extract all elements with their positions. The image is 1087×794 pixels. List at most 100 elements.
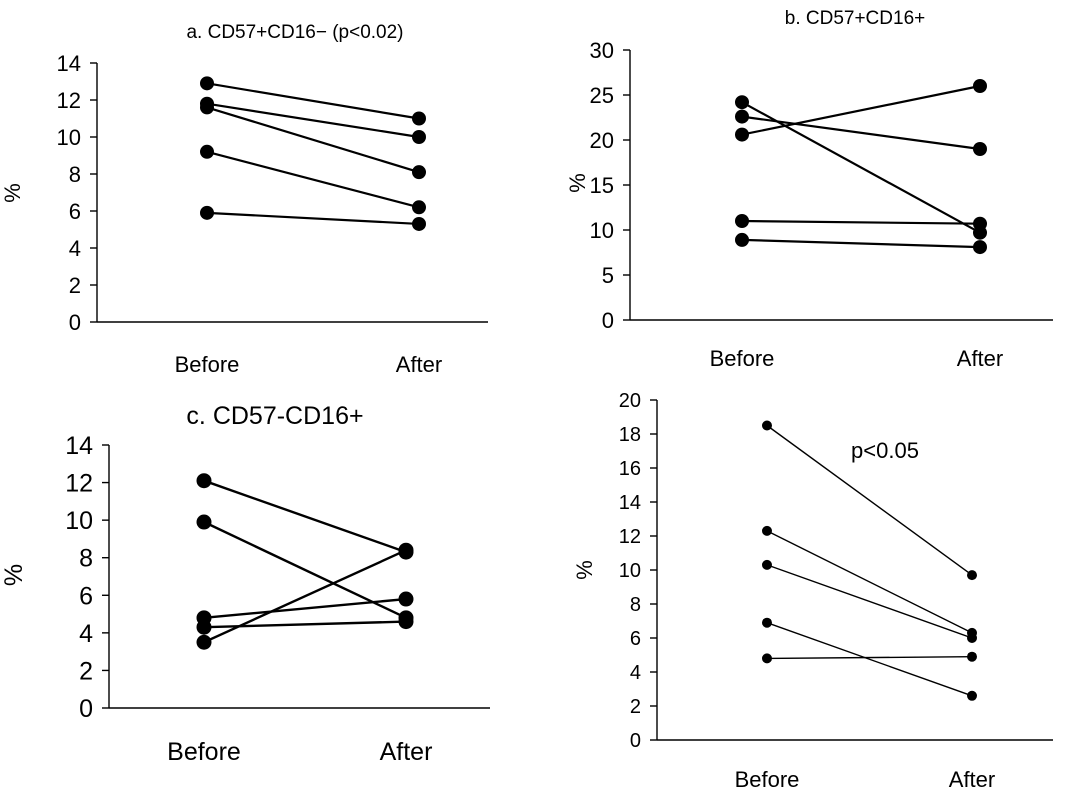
data-point-after-4 (412, 200, 426, 215)
data-point-before-2 (762, 525, 772, 536)
chart-panel-1: 0 2 4 6 8 10 12 14 Before After% a. CD57+CD16− (p<… (0, 22, 488, 377)
y-tick-label: 4 (69, 236, 81, 261)
y-tick-label: 6 (630, 628, 641, 650)
y-tick-label: 8 (79, 545, 93, 573)
series-line-1 (206, 82, 420, 120)
y-tick-label: 6 (69, 199, 81, 224)
y-tick-label: 20 (590, 128, 614, 153)
data-point-after-2 (412, 130, 426, 144)
chart-panel-3: 0 2 4 6 8 10 12 14 Before After% c. CD57-CD16+ (0, 402, 490, 766)
data-point-after-5 (973, 240, 987, 255)
y-tick-label: 30 (590, 38, 614, 63)
data-point-before-1 (200, 76, 214, 91)
series-line-1 (741, 101, 981, 234)
y-tick-label: 12 (57, 88, 81, 113)
data-point-before-4 (196, 619, 212, 635)
y-tick-label: 16 (619, 458, 641, 480)
y-tick-label: 14 (57, 51, 81, 76)
data-point-before-4 (762, 617, 772, 628)
y-tick-label: 12 (619, 526, 641, 548)
y-tick-label: 18 (619, 424, 641, 446)
data-point-after-2 (973, 142, 987, 156)
chart-title: a. CD57+CD16− (p<0.02) (186, 22, 403, 43)
data-point-before-3 (762, 559, 772, 570)
data-point-before-5 (200, 205, 214, 220)
series-line-2 (203, 520, 407, 619)
series-line-5 (203, 549, 407, 644)
y-tick-label: 2 (79, 657, 93, 685)
series-line-2 (741, 115, 981, 151)
data-point-before-5 (735, 232, 749, 247)
series-line-3 (206, 106, 420, 174)
chart-panel-4: 0 2 4 6 8 10 12 14 16 18 20 Before After% p<0.05 (572, 390, 1053, 792)
y-tick-label: 14 (619, 492, 641, 514)
data-point-before-4 (735, 214, 749, 228)
data-point-before-4 (200, 144, 214, 159)
data-point-after-4 (973, 216, 987, 231)
y-tick-label: 5 (602, 263, 614, 288)
y-tick-label: 15 (590, 173, 614, 198)
x-category-label: Before (710, 346, 775, 371)
series-line-4 (766, 622, 973, 697)
x-category-label: After (396, 352, 442, 377)
y-tick-label: 14 (65, 432, 93, 460)
series-line-1 (766, 424, 973, 576)
y-tick-label: 0 (79, 695, 93, 723)
data-point-after-3 (412, 165, 426, 180)
x-category-label: Before (175, 352, 240, 377)
y-tick-label: 2 (630, 696, 641, 718)
x-category-label: After (380, 738, 433, 766)
significance-annotation: p<0.05 (851, 438, 919, 463)
data-point-after-3 (973, 79, 987, 93)
series-line-4 (741, 219, 981, 225)
y-tick-label: 10 (57, 125, 81, 150)
y-tick-label: 8 (630, 594, 641, 616)
y-tick-label: 25 (590, 83, 614, 108)
y-axis-label: % (0, 183, 25, 203)
series-line-2 (206, 102, 420, 139)
y-tick-label: 8 (69, 162, 81, 187)
y-tick-label: 4 (630, 662, 641, 684)
y-tick-label: 4 (79, 620, 93, 648)
data-point-after-3 (398, 591, 414, 607)
data-point-before-1 (735, 95, 749, 110)
series-line-3 (766, 564, 973, 639)
series-line-4 (203, 620, 407, 629)
series-line-4 (206, 150, 420, 209)
x-category-label: After (957, 346, 1003, 371)
y-axis-label: % (572, 560, 597, 580)
data-point-before-2 (735, 109, 749, 124)
y-tick-label: 2 (69, 273, 81, 298)
x-category-label: Before (167, 738, 241, 766)
y-tick-label: 12 (65, 470, 93, 498)
chart-title: c. CD57-CD16+ (186, 402, 363, 430)
data-point-before-5 (196, 634, 212, 650)
data-point-before-5 (762, 653, 772, 664)
series-line-2 (766, 530, 973, 634)
y-tick-label: 10 (65, 507, 93, 535)
series-line-5 (741, 238, 981, 249)
series-line-3 (203, 597, 407, 620)
y-axis-label: % (0, 564, 28, 586)
chart-title: b. CD57+CD16+ (785, 8, 925, 29)
data-point-after-5 (967, 651, 977, 662)
y-tick-label: 0 (69, 310, 81, 335)
y-axis-label: % (565, 173, 590, 193)
chart-panel-2: 0 5 10 15 20 25 30 Before After% b. CD57+CD16+ (565, 8, 1053, 371)
data-point-after-5 (412, 216, 426, 231)
data-point-before-3 (200, 100, 214, 115)
series-line-3 (741, 84, 981, 136)
y-tick-label: 10 (619, 560, 641, 582)
y-tick-label: 10 (590, 218, 614, 243)
y-tick-label: 0 (602, 308, 614, 333)
data-point-after-1 (412, 111, 426, 126)
data-point-after-1 (967, 570, 977, 581)
series-line-1 (203, 479, 407, 554)
y-tick-label: 0 (630, 730, 641, 752)
data-point-after-4 (967, 690, 977, 701)
x-category-label: After (949, 767, 995, 792)
data-point-before-3 (735, 127, 749, 142)
data-point-after-5 (398, 542, 414, 558)
y-tick-label: 6 (79, 582, 93, 610)
